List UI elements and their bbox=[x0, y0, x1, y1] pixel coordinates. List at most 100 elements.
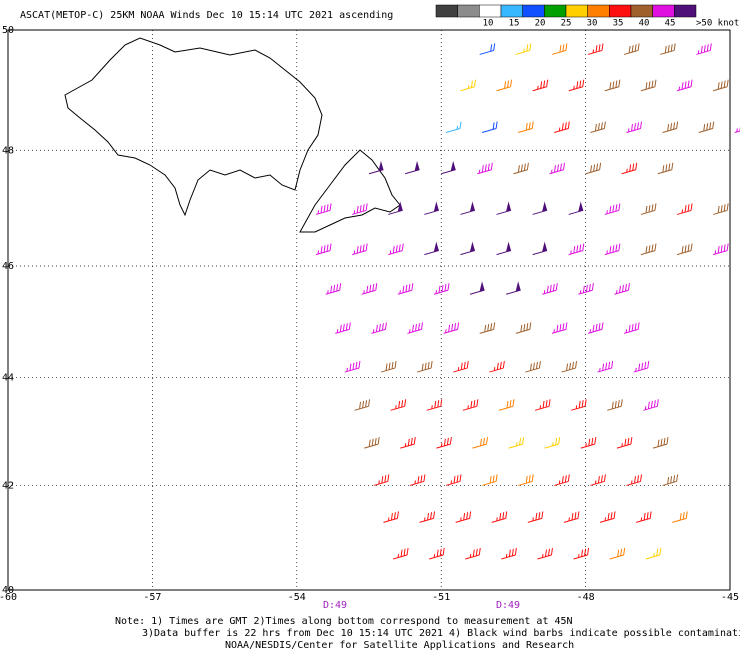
wind-barb bbox=[462, 399, 479, 411]
wind-barb bbox=[652, 437, 669, 449]
wind-barb bbox=[496, 241, 512, 256]
wind-barb bbox=[696, 43, 712, 55]
wind-barb bbox=[424, 201, 439, 215]
wind-barb bbox=[623, 43, 640, 55]
wind-barb bbox=[390, 399, 407, 411]
wind-barb bbox=[662, 474, 679, 486]
lat-tick-label: 44 bbox=[2, 373, 14, 384]
wind-barb bbox=[354, 399, 371, 411]
wind-barb bbox=[607, 399, 623, 411]
legend-swatch bbox=[457, 4, 480, 18]
wind-barb bbox=[561, 361, 578, 373]
wind-barb bbox=[578, 283, 594, 295]
wind-barb bbox=[335, 322, 351, 334]
wind-barb bbox=[489, 361, 505, 373]
wind-barb bbox=[443, 322, 460, 334]
legend-swatch bbox=[544, 4, 567, 18]
wind-barb bbox=[643, 399, 659, 411]
wind-barb bbox=[481, 474, 498, 486]
wind-barb bbox=[368, 160, 384, 175]
wind-barb bbox=[604, 243, 621, 256]
wind-barb bbox=[571, 399, 587, 411]
lat-tick-label: 48 bbox=[2, 145, 14, 156]
wind-barb bbox=[537, 547, 553, 560]
wind-barb bbox=[573, 547, 590, 560]
legend-label: 20 bbox=[535, 19, 546, 29]
coastline bbox=[64, 37, 323, 217]
wind-barb bbox=[518, 121, 534, 134]
map-frame bbox=[7, 29, 731, 591]
legend-label: 15 bbox=[509, 19, 520, 29]
wind-barb bbox=[563, 511, 580, 523]
wind-barb bbox=[352, 243, 368, 256]
wind-barb bbox=[400, 437, 416, 449]
wind-barb bbox=[441, 160, 456, 175]
wind-barb bbox=[657, 162, 674, 175]
notes: Note: 1) Times are GMT 2)Times along bot… bbox=[115, 616, 740, 650]
wind-barb bbox=[681, 547, 698, 560]
wind-barb bbox=[534, 399, 551, 411]
wind-barb bbox=[636, 511, 652, 523]
wind-barb bbox=[551, 322, 568, 334]
lat-tick-label: 46 bbox=[2, 261, 14, 272]
legend-swatch bbox=[630, 4, 653, 18]
wind-barb bbox=[599, 511, 616, 523]
time-label: D:49 bbox=[323, 600, 347, 611]
legend-swatch bbox=[652, 4, 675, 18]
wind-barb bbox=[426, 399, 443, 411]
wind-barb bbox=[544, 437, 561, 449]
wind-barb bbox=[640, 79, 657, 92]
wind-barb bbox=[506, 281, 521, 295]
wind-barb bbox=[397, 283, 414, 295]
wind-barb bbox=[614, 283, 630, 295]
wind-barb bbox=[568, 243, 585, 256]
wind-barb bbox=[734, 126, 740, 134]
wind-barb bbox=[465, 547, 481, 560]
wind-barb bbox=[590, 474, 606, 486]
wind-barb bbox=[315, 243, 332, 256]
note-line: NOAA/NESDIS/Center for Satellite Applica… bbox=[225, 640, 574, 650]
wind-barb bbox=[713, 243, 729, 256]
legend-label: 25 bbox=[561, 19, 572, 29]
wind-barb bbox=[568, 79, 585, 92]
wind-barb bbox=[472, 437, 488, 449]
wind-barb bbox=[542, 283, 558, 295]
wind-barb bbox=[445, 474, 462, 486]
wind-barb bbox=[424, 241, 439, 256]
wind-barb bbox=[515, 322, 532, 334]
wind-barb bbox=[498, 399, 515, 411]
wind-barb bbox=[713, 203, 729, 215]
time-label: D:49 bbox=[496, 600, 520, 611]
note-line: 3)Data buffer is 22 hrs from Dec 10 15:1… bbox=[142, 628, 740, 639]
legend-swatch bbox=[435, 4, 458, 18]
wind-barb bbox=[433, 283, 450, 295]
wind-barb bbox=[645, 547, 662, 560]
wind-barb bbox=[469, 281, 485, 295]
wind-barb bbox=[554, 121, 570, 134]
wind-barb bbox=[364, 437, 380, 449]
lat-tick-label: 50 bbox=[2, 25, 14, 36]
wind-barb bbox=[436, 437, 452, 449]
wind-barb bbox=[453, 361, 469, 373]
wind-barb bbox=[580, 437, 597, 449]
wind-barb bbox=[445, 121, 462, 134]
wind-barb bbox=[407, 322, 424, 334]
wind-barb bbox=[604, 203, 621, 215]
wind-barb bbox=[604, 79, 621, 92]
wind-barb bbox=[515, 43, 532, 55]
wind-barb bbox=[501, 547, 517, 560]
lat-tick-label: 40 bbox=[2, 585, 14, 596]
wind-barb bbox=[532, 201, 548, 215]
wind-barb bbox=[621, 162, 638, 175]
wind-barb bbox=[623, 322, 640, 334]
legend-swatch bbox=[609, 4, 632, 18]
note-line: Note: 1) Times are GMT 2)Times along bot… bbox=[115, 616, 573, 627]
wind-barb bbox=[626, 121, 643, 134]
legend-label: 10 bbox=[483, 19, 494, 29]
wind-barb bbox=[496, 201, 512, 215]
legend-swatch bbox=[674, 4, 697, 18]
wind-barb bbox=[460, 201, 476, 215]
legend-label: 30 bbox=[587, 19, 598, 29]
